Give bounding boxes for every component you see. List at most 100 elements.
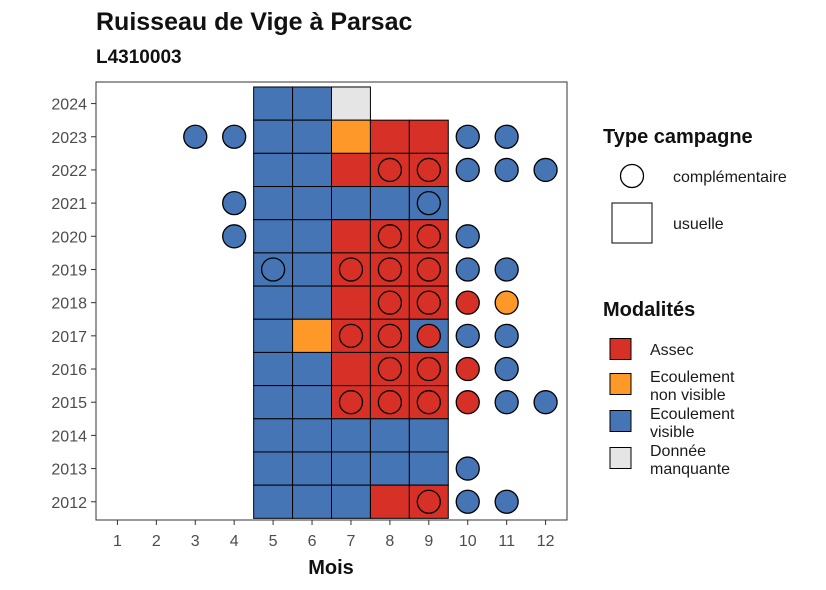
point-2015-8 (377, 390, 403, 415)
tile-2023-8 (369, 119, 410, 154)
legend-modalites-title: Modalités (603, 299, 695, 321)
x-axis-title: Mois (308, 557, 354, 579)
point-2015-9 (416, 390, 441, 415)
point-2019-9 (416, 257, 441, 282)
tile-2023-9 (408, 119, 449, 154)
point-2020-9 (416, 224, 441, 249)
point-2015-12 (533, 390, 558, 415)
tile-2014-8 (369, 418, 410, 453)
tile-2014-7 (331, 418, 371, 453)
y-axis: 2012 2013 2014 2015 2016 2017 2018 2019 2020 2021… (51, 97, 96, 512)
x-tick-label-12: 12 (537, 533, 555, 550)
point-2019-10 (455, 257, 480, 282)
x-tick-label-2: 2 (152, 533, 161, 550)
y-tick-label-2023: 2023 (51, 130, 87, 147)
plot-border (95, 81, 568, 521)
point-2019-8 (377, 257, 403, 282)
x-tick-label-5: 5 (269, 533, 278, 550)
point-2012-10 (455, 489, 480, 514)
x-tick-label-9: 9 (424, 533, 433, 550)
point-2023-11 (494, 124, 519, 149)
x-tick-label-10: 10 (459, 533, 477, 550)
point-2018-10 (455, 290, 480, 315)
tile-2017-6 (292, 318, 332, 353)
y-tick-label-2019: 2019 (51, 262, 87, 279)
tile-2021-7 (331, 186, 371, 221)
point-2018-8 (377, 290, 403, 315)
tile-2014-9 (408, 418, 449, 453)
tile-2022-5 (253, 152, 294, 188)
y-tick-label-2014: 2014 (51, 428, 87, 445)
tile-2021-8 (369, 186, 410, 221)
tile-2012-6 (292, 484, 332, 519)
legend-label-2: Ecoulement visible (650, 406, 735, 441)
x-tick-label-7: 7 (347, 533, 356, 550)
tile-2016-5 (253, 351, 294, 387)
x-tick-label-8: 8 (385, 533, 394, 550)
point-2019-7 (338, 257, 364, 282)
point-2012-11 (494, 489, 519, 514)
point-2020-10 (455, 224, 480, 249)
point-2017-7 (338, 323, 364, 348)
x-tick-label-11: 11 (498, 533, 515, 550)
tile-2016-7 (331, 351, 371, 387)
legend-square-key (611, 202, 653, 244)
point-2023-4 (222, 124, 247, 149)
tile-2015-5 (253, 385, 294, 420)
y-tick-label-2021: 2021 (51, 196, 87, 213)
tile-2024-7 (331, 86, 371, 121)
legend-swatch-3 (609, 447, 632, 469)
legend-swatch-2 (609, 410, 632, 432)
tile-2013-7 (331, 451, 371, 486)
tile-2024-5 (253, 86, 294, 121)
tile-2022-7 (331, 152, 371, 188)
point-2021-9 (416, 190, 441, 216)
legend-swatch-0 (609, 338, 632, 360)
point-2022-12 (533, 157, 558, 183)
tile-2013-5 (253, 451, 294, 486)
point-2017-11 (494, 323, 519, 348)
y-tick-label-2022: 2022 (51, 163, 87, 180)
tile-2020-7 (331, 219, 371, 254)
point-2018-9 (416, 290, 441, 315)
point-2020-4 (222, 224, 247, 249)
point-2019-11 (494, 257, 519, 282)
y-tick-label-2012: 2012 (51, 495, 87, 512)
point-2012-9 (416, 489, 441, 514)
legend: Type campagne complémentaire usuelle Modali… (603, 126, 787, 478)
tile-2019-6 (292, 252, 332, 287)
x-axis: 1 2 3 4 5 6 7 8 9 10 11 12 (113, 520, 555, 550)
tile-2013-9 (408, 451, 449, 486)
point-2019-5 (260, 257, 286, 282)
legend-label-1: Ecoulement non visible (650, 369, 735, 404)
y-tick-label-2018: 2018 (51, 296, 87, 313)
tile-2021-6 (292, 186, 332, 221)
tile-2023-5 (253, 119, 294, 154)
point-2023-10 (455, 124, 480, 149)
tile-2022-6 (292, 152, 332, 188)
legend-type-title: Type campagne (603, 126, 753, 148)
point-2023-3 (183, 124, 208, 149)
point-2015-10 (455, 390, 480, 415)
chart-subtitle: L4310003 (96, 47, 182, 68)
point-2020-8 (377, 224, 403, 249)
tile-2013-8 (369, 451, 410, 486)
tile-2020-6 (292, 219, 332, 254)
tile-2016-6 (292, 351, 332, 387)
tile-2023-6 (292, 119, 332, 154)
point-2022-9 (416, 157, 441, 183)
tile-2023-7 (331, 119, 371, 154)
point-2022-10 (455, 157, 480, 183)
point-2022-11 (494, 157, 519, 183)
tile-2024-6 (292, 86, 332, 121)
x-tick-label-4: 4 (230, 533, 239, 550)
tile-2014-5 (253, 418, 294, 453)
x-tick-label-1: 1 (113, 533, 122, 550)
legend-circle-key (619, 163, 645, 189)
point-2016-8 (377, 356, 403, 382)
legend-complementaire-label: complémentaire (673, 169, 787, 186)
point-2018-11 (494, 290, 519, 315)
y-tick-label-2017: 2017 (51, 329, 87, 346)
tile-2020-5 (253, 219, 294, 254)
